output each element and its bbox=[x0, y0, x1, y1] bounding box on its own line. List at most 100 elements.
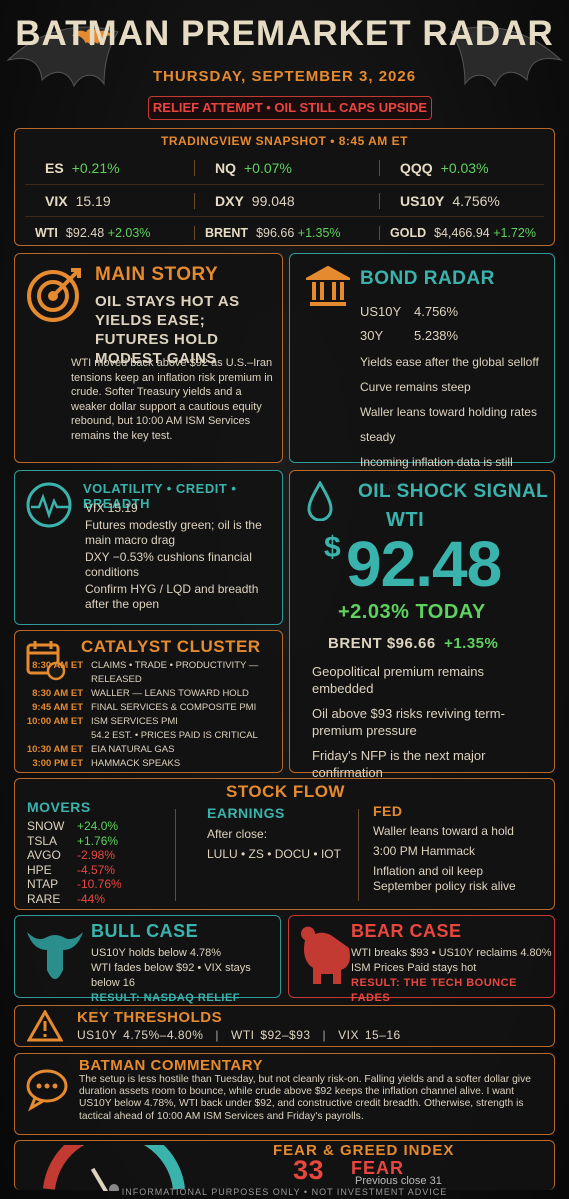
cat: 8:30 AM ET WALLER — LEANS TOWARD HOLD bbox=[15, 687, 281, 701]
movers-heading: MOVERS bbox=[27, 799, 91, 815]
circle bbox=[26, 482, 72, 528]
cat: 10:30 AM ET EIA NATURAL GAS bbox=[15, 743, 281, 757]
previous: Previous close 31 bbox=[355, 1175, 442, 1187]
abs: SNOW +24.0% TSLA +1.76% AVGO -2.98% HPE -4.5… bbox=[27, 819, 137, 906]
label: ES bbox=[45, 160, 64, 176]
cell: WTI $92.48 +2.03% bbox=[25, 225, 195, 240]
circle bbox=[44, 1083, 50, 1089]
items: WTI $92–$93 bbox=[231, 1028, 311, 1042]
earnings-note: After close: bbox=[207, 827, 268, 841]
path bbox=[450, 26, 563, 88]
value: $92.48 bbox=[65, 225, 105, 240]
notes: Curve remains steep bbox=[360, 380, 471, 394]
value: $4,466.94 bbox=[434, 225, 490, 240]
body: The setup is less hostile than Tuesday, … bbox=[79, 1074, 531, 1122]
value: 33 bbox=[293, 1155, 325, 1185]
brent: BRENT $96.66 bbox=[328, 635, 436, 652]
lines: WTI breaks $93 • US10Y reclaims 4.80% bbox=[351, 947, 552, 959]
cat: 10:00 AM ET ISM SERVICES PMI bbox=[15, 715, 281, 729]
label: WTI bbox=[386, 509, 425, 531]
cell: US10Y 4.756% bbox=[380, 193, 544, 209]
circle bbox=[37, 280, 69, 312]
time: 10:00 AM ET bbox=[26, 716, 83, 727]
thresholds: KEY THRESHOLDS US10Y 4.75%–4.80% | WTI $92… bbox=[14, 1005, 555, 1047]
headline: OIL STAYS HOT AS YIELDS EASE; FUTURES HO… bbox=[95, 293, 240, 367]
fear-greed: FEAR & GREED INDEX 33 FEAR Previous clos… bbox=[14, 1140, 555, 1191]
change: +2.03% TODAY bbox=[338, 601, 486, 623]
text: FINAL SERVICES & COMPOSITE PMI bbox=[91, 702, 257, 713]
path bbox=[301, 926, 350, 984]
mv: RARE -44% bbox=[27, 892, 137, 907]
catalyst: CATALYST CLUSTER 8:30 AM ET CLAIMS • TRAD… bbox=[14, 630, 283, 773]
snap-row: VIX 15.19 DXY 99.048 US10Y 4.756% bbox=[25, 184, 544, 216]
detail: 54.2 EST. • PRICES PAID IS CRITICAL bbox=[91, 730, 258, 741]
mv: TSLA +1.76% bbox=[27, 834, 137, 849]
time: 8:30 AM ET bbox=[32, 688, 83, 699]
heading: KEY THRESHOLDS bbox=[77, 1009, 223, 1026]
label: US10Y bbox=[360, 304, 402, 319]
circle bbox=[36, 1083, 42, 1089]
divider bbox=[358, 809, 359, 901]
label: 30Y bbox=[360, 328, 384, 343]
notes: Oil above $93 risks reviving term-premiu… bbox=[312, 706, 505, 738]
circle bbox=[46, 661, 66, 681]
main-story: MAIN STORY OIL STAYS HOT AS YIELDS EASE;… bbox=[14, 253, 283, 463]
ticker: SNOW bbox=[27, 819, 65, 833]
cell: ES +0.21% bbox=[25, 160, 195, 176]
notes: Friday's NFP is the next major confirmat… bbox=[312, 748, 486, 780]
label: GOLD bbox=[390, 225, 427, 240]
value: 5.238% bbox=[414, 328, 459, 343]
fed: Waller leans toward a hold bbox=[373, 824, 514, 838]
result: RESULT: THE TECH BOUNCE FADES bbox=[351, 977, 517, 1004]
icon bbox=[27, 268, 81, 322]
mv: NTAP -10.76% bbox=[27, 877, 137, 892]
snapshot: TRADINGVIEW SNAPSHOT • 8:45 AM ET ES +0.2… bbox=[14, 128, 555, 246]
cat: 8:30 AM ET CLAIMS • TRADE • PRODUCTIVITY … bbox=[15, 659, 281, 687]
circle bbox=[27, 270, 79, 322]
gauge-needle bbox=[90, 1167, 109, 1191]
rate: 30Y 5.238% bbox=[360, 324, 458, 348]
icon bbox=[301, 926, 350, 984]
label: DXY bbox=[215, 192, 244, 209]
title: TRADINGVIEW SNAPSHOT • 8:45 AM ET bbox=[161, 134, 408, 148]
time: 3:00 PM ET bbox=[32, 758, 83, 769]
text: EIA NATURAL GAS bbox=[91, 744, 175, 755]
label: BRENT bbox=[205, 225, 249, 240]
value: 4.756% bbox=[452, 192, 500, 209]
value: 99.048 bbox=[251, 192, 295, 209]
label: FEAR bbox=[351, 1158, 404, 1178]
abs: US10Y holds below 4.78% WTI fades below … bbox=[91, 946, 280, 1021]
items: VIX 15.19 bbox=[85, 501, 138, 515]
cell: BRENT $96.66 +1.35% bbox=[195, 225, 380, 240]
stock-flow: STOCK FLOW MOVERS SNOW +24.0% TSLA +1.76% … bbox=[14, 778, 555, 910]
lines: ISM Prices Paid stays hot bbox=[351, 962, 477, 974]
snap-row: ES +0.21% NQ +0.07% QQQ +0.03% bbox=[25, 152, 544, 184]
volatility: VOLATILITY • CREDIT • BREADTH VIX 15.19 … bbox=[14, 470, 283, 625]
fed: Inflation and oil keep September policy … bbox=[373, 864, 516, 893]
rate: US10Y 4.756% bbox=[360, 300, 458, 324]
heading: BULL CASE bbox=[91, 921, 199, 941]
label: NQ bbox=[215, 160, 236, 176]
ticker: RARE bbox=[27, 891, 61, 906]
value: 4.756% bbox=[414, 304, 459, 319]
rect bbox=[26, 643, 60, 675]
lines: US10Y holds below 4.78% bbox=[91, 947, 222, 959]
path bbox=[43, 1145, 83, 1190]
abs: Geopolitical premium remains embedded Oi… bbox=[312, 663, 548, 781]
heading: CATALYST CLUSTER bbox=[81, 637, 261, 656]
abs: US10Y 4.756% 30Y 5.238% bbox=[360, 300, 458, 348]
icon bbox=[26, 1069, 68, 1112]
change: -44% bbox=[77, 891, 106, 906]
label: VIX bbox=[45, 192, 68, 209]
text: WALLER — LEANS TOWARD HOLD bbox=[91, 688, 249, 699]
bull: BULL CASE US10Y holds below 4.78% WTI fa… bbox=[14, 915, 281, 1019]
icon bbox=[26, 641, 66, 681]
abs: BRENT $96.66 +1.35% bbox=[328, 635, 498, 652]
icon bbox=[27, 932, 83, 979]
path bbox=[28, 641, 58, 655]
path bbox=[27, 932, 83, 979]
change: +24.0% bbox=[77, 819, 119, 833]
ticker: AVGO bbox=[27, 848, 61, 862]
path bbox=[307, 481, 333, 521]
currency: $ bbox=[324, 531, 342, 564]
